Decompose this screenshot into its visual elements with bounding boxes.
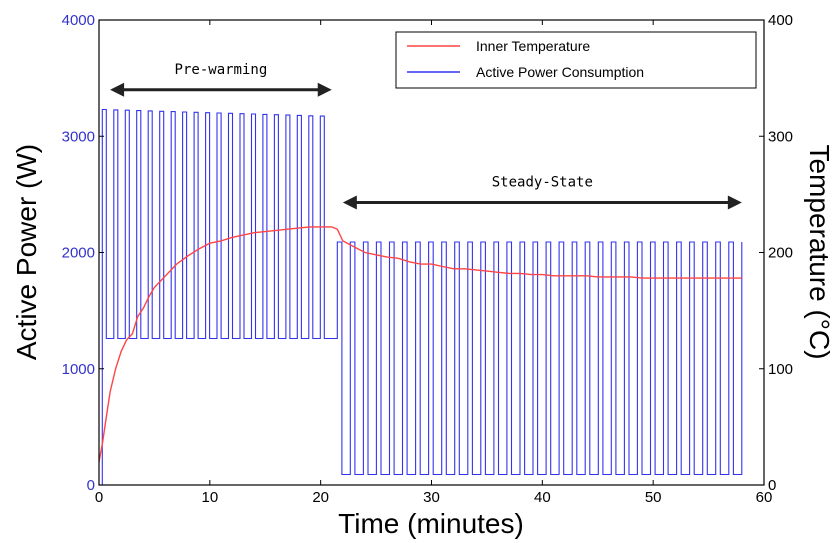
legend-label-temperature: Inner Temperature bbox=[476, 38, 590, 54]
series-active-power-line bbox=[101, 108, 743, 485]
plot-frame bbox=[98, 19, 765, 486]
x-tick-label: 60 bbox=[756, 489, 773, 506]
y-left-tick-label: 1000 bbox=[62, 361, 95, 378]
x-axis-title: Time (minutes) bbox=[338, 508, 524, 539]
y-left-axis-title: Active Power (W) bbox=[11, 144, 42, 360]
y-right-tick-label: 0 bbox=[768, 477, 776, 494]
y-left-tick-label: 2000 bbox=[62, 245, 95, 262]
y-right-axis-title: Temperature (°C) bbox=[804, 144, 835, 359]
annotation-label-steady-state: Steady-State bbox=[492, 175, 593, 191]
annotation-label-pre-warming: Pre-warming bbox=[175, 62, 268, 78]
annotation-arrowhead-right-pre-warming bbox=[317, 82, 332, 97]
legend-label-power: Active Power Consumption bbox=[476, 64, 644, 80]
legend: Inner Temperature Active Power Consumpti… bbox=[395, 31, 757, 89]
y-left-tick-label: 4000 bbox=[62, 12, 95, 29]
x-tick-label: 30 bbox=[423, 489, 440, 506]
x-tick-label: 0 bbox=[95, 489, 103, 506]
series-inner-temperature-line bbox=[98, 226, 742, 462]
y-right-tick-label: 400 bbox=[768, 12, 793, 29]
x-tick-label: 10 bbox=[201, 489, 218, 506]
annotation-layer: Pre-warming Steady-State bbox=[110, 62, 742, 210]
series-layer bbox=[98, 108, 743, 485]
x-tick-label: 20 bbox=[312, 489, 329, 506]
tick-layer: 0 10 20 30 40 50 60010002000300040000100200300… bbox=[62, 12, 793, 506]
y-left-tick-label: 0 bbox=[87, 477, 95, 494]
y-left-tick-label: 3000 bbox=[62, 128, 95, 145]
y-right-tick-label: 100 bbox=[768, 361, 793, 378]
legend-box bbox=[395, 31, 757, 89]
y-right-tick-label: 200 bbox=[768, 245, 793, 262]
x-tick-label: 40 bbox=[534, 489, 551, 506]
x-tick-label: 50 bbox=[645, 489, 662, 506]
annotation-arrowhead-left-steady-state bbox=[342, 195, 357, 210]
y-right-tick-label: 300 bbox=[768, 128, 793, 145]
annotation-arrowhead-right-steady-state bbox=[727, 195, 742, 210]
annotation-arrowhead-left-pre-warming bbox=[110, 82, 125, 97]
